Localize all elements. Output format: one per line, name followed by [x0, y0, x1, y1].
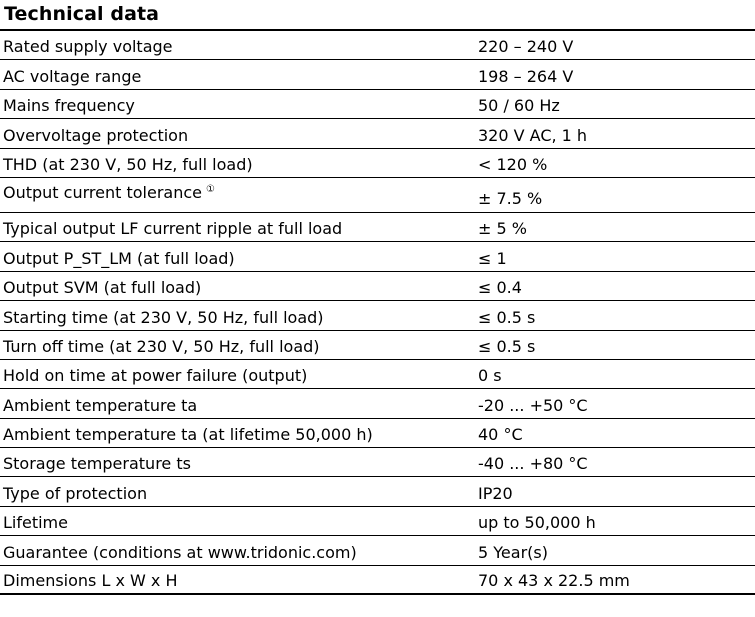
- table-row: Ambient temperature ta -20 ... +50 °C: [0, 389, 755, 419]
- table-row: THD (at 230 V, 50 Hz, full load) < 120 %: [0, 149, 755, 178]
- row-value: 0 s: [478, 366, 502, 386]
- row-label: THD (at 230 V, 50 Hz, full load): [3, 154, 253, 174]
- row-value: ≤ 0.5 s: [478, 307, 536, 327]
- page-title: Technical data: [4, 3, 160, 25]
- table-row: Guarantee (conditions at www.tridonic.co…: [0, 536, 755, 566]
- row-label: Guarantee (conditions at www.tridonic.co…: [3, 542, 357, 562]
- row-value: ≤ 1: [478, 248, 507, 268]
- table-row: Storage temperature ts -40 ... +80 °C: [0, 448, 755, 478]
- row-value: 320 V AC, 1 h: [478, 125, 588, 145]
- row-label: Overvoltage protection: [3, 125, 189, 145]
- table-row: AC voltage range 198 – 264 V: [0, 60, 755, 90]
- row-value: -20 ... +50 °C: [478, 395, 588, 415]
- row-label: Typical output LF current ripple at full…: [3, 219, 343, 239]
- table-row: Mains frequency 50 / 60 Hz: [0, 90, 755, 120]
- row-label: Lifetime: [3, 513, 68, 533]
- table-row: Turn off time (at 230 V, 50 Hz, full loa…: [0, 331, 755, 360]
- table-row: Output P_ST_LM (at full load) ≤ 1: [0, 242, 755, 272]
- row-label: Output current tolerance ①: [3, 183, 215, 203]
- table-row: Output SVM (at full load) ≤ 0.4: [0, 272, 755, 302]
- table-row: Ambient temperature ta (at lifetime 50,0…: [0, 419, 755, 449]
- row-label: Starting time (at 230 V, 50 Hz, full loa…: [3, 307, 324, 327]
- row-label: Ambient temperature ta (at lifetime 50,0…: [3, 425, 373, 445]
- row-label: Rated supply voltage: [3, 37, 173, 57]
- row-value: 40 °C: [478, 425, 523, 445]
- table-row: Hold on time at power failure (output) 0…: [0, 360, 755, 390]
- row-label: Output P_ST_LM (at full load): [3, 248, 235, 268]
- row-value: ± 5 %: [478, 219, 527, 239]
- row-label-text: Output current tolerance: [3, 182, 202, 202]
- row-value: 220 – 240 V: [478, 37, 574, 57]
- row-label: Mains frequency: [3, 96, 135, 116]
- row-label: Type of protection: [3, 483, 148, 503]
- row-label: Storage temperature ts: [3, 454, 191, 474]
- table-row: Dimensions L x W x H 70 x 43 x 22.5 mm: [0, 566, 755, 596]
- row-value: up to 50,000 h: [478, 513, 596, 533]
- row-value: IP20: [478, 483, 513, 503]
- row-value: -40 ... +80 °C: [478, 454, 588, 474]
- row-label: Hold on time at power failure (output): [3, 366, 308, 386]
- title-divider: [0, 29, 755, 31]
- row-value: 70 x 43 x 22.5 mm: [478, 571, 630, 591]
- table-row: Lifetime up to 50,000 h: [0, 507, 755, 537]
- row-value: ≤ 0.4: [478, 278, 522, 298]
- row-value: 50 / 60 Hz: [478, 96, 560, 116]
- row-label: Output SVM (at full load): [3, 278, 202, 298]
- row-value: 198 – 264 V: [478, 66, 574, 86]
- row-label: Dimensions L x W x H: [3, 571, 178, 591]
- row-label: AC voltage range: [3, 66, 142, 86]
- row-value: 5 Year(s): [478, 542, 548, 562]
- row-label: Ambient temperature ta: [3, 395, 198, 415]
- table-row: Type of protection IP20: [0, 477, 755, 507]
- table-row: Overvoltage protection 320 V AC, 1 h: [0, 119, 755, 149]
- row-value: < 120 %: [478, 154, 548, 174]
- row-value: ± 7.5 %: [478, 188, 543, 208]
- technical-data-table: Rated supply voltage 220 – 240 V AC volt…: [0, 31, 755, 596]
- table-row: Output current tolerance ① ± 7.5 %: [0, 178, 755, 213]
- table-row: Typical output LF current ripple at full…: [0, 213, 755, 243]
- table-row: Starting time (at 230 V, 50 Hz, full loa…: [0, 301, 755, 331]
- row-label: Turn off time (at 230 V, 50 Hz, full loa…: [3, 336, 320, 356]
- table-row: Rated supply voltage 220 – 240 V: [0, 31, 755, 61]
- footnote-marker: ①: [205, 183, 215, 195]
- row-value: ≤ 0.5 s: [478, 336, 536, 356]
